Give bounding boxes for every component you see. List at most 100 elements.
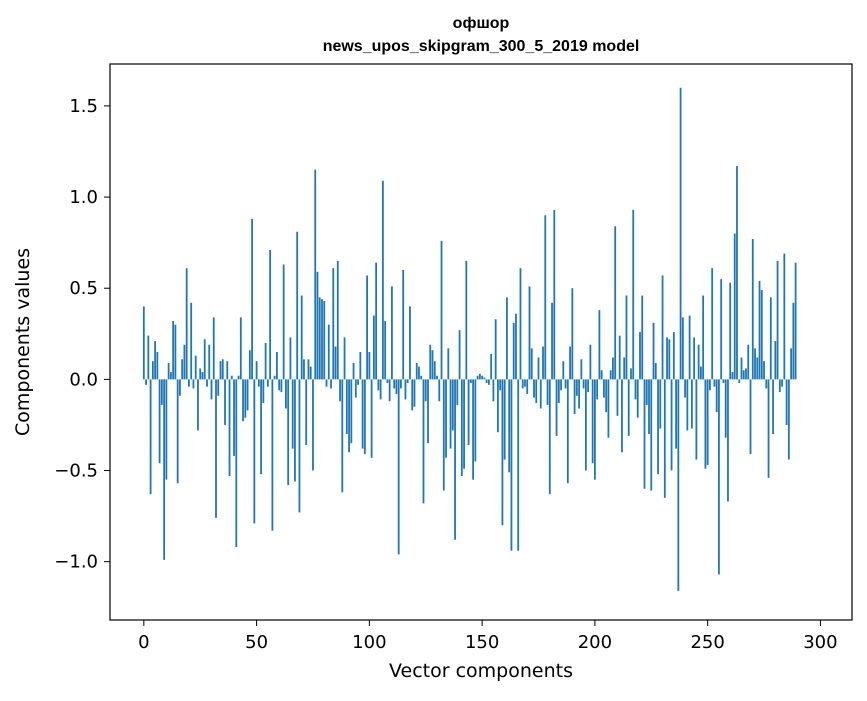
- bar: [156, 352, 159, 380]
- bar: [672, 331, 675, 380]
- bar: [427, 379, 429, 444]
- bar: [483, 377, 486, 380]
- bar: [300, 295, 303, 380]
- bar: [185, 268, 188, 380]
- plot-area: [110, 64, 852, 620]
- bar: [447, 348, 450, 380]
- bar: [720, 279, 723, 380]
- bar: [409, 306, 411, 380]
- bar: [787, 379, 790, 460]
- bar: [539, 379, 542, 409]
- bar: [600, 370, 603, 380]
- bar: [560, 379, 562, 391]
- bar: [686, 379, 689, 431]
- bar: [763, 361, 765, 380]
- bar: [291, 379, 294, 449]
- bar: [537, 357, 540, 380]
- bar: [451, 379, 454, 431]
- bar: [668, 339, 671, 380]
- bar: [303, 359, 305, 380]
- bar: [745, 368, 747, 380]
- bar: [330, 379, 332, 389]
- bar: [731, 372, 734, 380]
- bar: [767, 379, 770, 478]
- y-tick-label: −0.5: [54, 461, 98, 482]
- bar: [621, 379, 623, 453]
- bar: [575, 379, 578, 396]
- bar: [535, 379, 538, 404]
- bar: [776, 260, 779, 380]
- bar: [429, 344, 432, 380]
- bar: [690, 379, 693, 429]
- bar: [336, 260, 339, 380]
- bar: [183, 344, 186, 380]
- bar: [415, 362, 418, 380]
- bar: [278, 379, 281, 391]
- bar: [519, 268, 522, 380]
- bar: [309, 366, 312, 380]
- bar: [255, 361, 258, 380]
- bar: [438, 379, 441, 402]
- bar: [627, 379, 630, 436]
- bar: [663, 379, 666, 498]
- bar: [350, 379, 353, 444]
- bar: [603, 379, 605, 398]
- bar: [463, 379, 465, 469]
- bar: [740, 357, 743, 380]
- bar: [197, 379, 199, 431]
- bar: [573, 379, 576, 415]
- bar: [758, 280, 761, 380]
- bar: [246, 379, 249, 411]
- bar: [203, 339, 206, 380]
- bar: [467, 379, 470, 445]
- bar: [584, 379, 587, 471]
- chart-title: офшор: [453, 15, 510, 32]
- bar: [760, 290, 763, 380]
- x-tick-label: 300: [803, 632, 837, 653]
- bar: [533, 379, 535, 398]
- bar: [169, 372, 172, 380]
- bar: [312, 379, 314, 471]
- bar: [391, 286, 393, 380]
- bar: [266, 379, 269, 387]
- bar: [699, 366, 702, 380]
- bar: [715, 379, 718, 413]
- x-axis-label: Vector components: [389, 660, 573, 682]
- bar: [316, 271, 319, 380]
- bar: [677, 379, 680, 591]
- bar: [343, 337, 346, 380]
- bar: [251, 218, 253, 380]
- bar: [569, 346, 571, 380]
- bar: [679, 87, 682, 380]
- bar: [233, 379, 235, 456]
- bar: [526, 379, 529, 394]
- bar: [212, 317, 215, 380]
- bar: [709, 379, 711, 391]
- bar: [666, 337, 668, 380]
- bar: [142, 306, 145, 380]
- bar: [659, 379, 662, 429]
- bar: [167, 362, 170, 380]
- bar: [458, 330, 461, 380]
- bar: [321, 299, 323, 380]
- bar: [630, 368, 632, 380]
- x-tick-label: 100: [352, 632, 386, 653]
- bar: [433, 361, 436, 380]
- bar: [377, 379, 380, 391]
- y-tick-label: −1.0: [54, 552, 98, 573]
- bar: [422, 379, 425, 504]
- bar: [400, 379, 402, 389]
- bar: [442, 379, 445, 491]
- bar: [332, 268, 335, 380]
- bar: [440, 240, 443, 380]
- bar: [501, 379, 504, 526]
- y-axis-label: Components values: [12, 248, 34, 436]
- bar: [345, 379, 348, 435]
- bar: [149, 379, 152, 495]
- bar: [632, 209, 635, 380]
- bar: [706, 379, 709, 466]
- bar: [693, 337, 696, 380]
- bar: [359, 352, 362, 380]
- bar: [188, 379, 190, 387]
- bar: [160, 379, 163, 405]
